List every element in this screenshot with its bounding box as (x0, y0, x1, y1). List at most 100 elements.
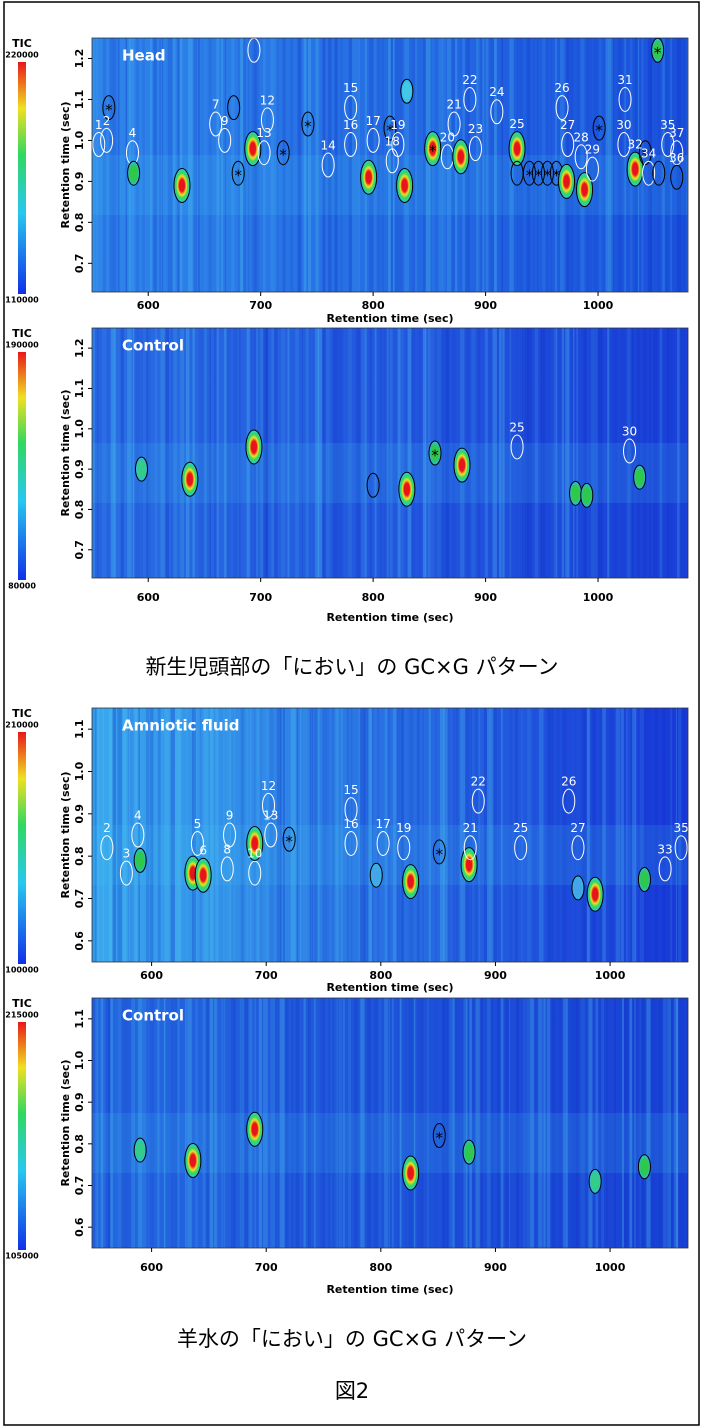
streak (326, 328, 330, 578)
streak (418, 328, 421, 578)
x-tick-label: 800 (369, 969, 392, 982)
y-tick-label: 1.2 (73, 49, 86, 69)
streak (208, 38, 212, 292)
streak (675, 708, 678, 962)
streak (586, 708, 590, 962)
streak (599, 708, 603, 962)
streak (649, 328, 651, 578)
plot-border (91, 707, 689, 963)
streak (558, 998, 562, 1248)
y-tick-label: 0.9 (73, 172, 86, 192)
streak (556, 708, 560, 962)
y-axis-title: Retention time (sec) (59, 1059, 72, 1186)
peak (637, 1154, 651, 1180)
peak (282, 826, 296, 852)
baseline-band (92, 825, 688, 885)
y-tick-label: 1.1 (73, 1009, 86, 1028)
streak (108, 998, 110, 1248)
peak (369, 862, 383, 888)
streak (340, 708, 343, 962)
streak (414, 998, 416, 1248)
peak-label: 13 (263, 809, 278, 823)
streak (256, 38, 260, 292)
streak (484, 328, 488, 578)
streak (141, 328, 143, 578)
peak (100, 835, 114, 861)
peak-label: 9 (226, 809, 234, 823)
streak (390, 38, 394, 292)
peak (447, 111, 461, 137)
streak (198, 328, 204, 578)
peak (618, 86, 632, 112)
peak-label: * (436, 1129, 444, 1147)
peak (227, 95, 241, 121)
streak (223, 328, 227, 578)
streak (157, 708, 161, 962)
streak (483, 708, 489, 962)
peak (561, 132, 575, 158)
peak (633, 464, 647, 490)
streak (677, 328, 681, 578)
streak (601, 998, 604, 1248)
streak (146, 328, 149, 578)
streak (154, 328, 158, 578)
streak (379, 328, 382, 578)
streak (170, 998, 175, 1248)
streak (589, 38, 592, 292)
streak (309, 708, 312, 962)
streak (447, 708, 451, 962)
streak (573, 328, 575, 578)
streak (99, 328, 102, 578)
streak (665, 38, 668, 292)
streak (364, 328, 367, 578)
streak (580, 38, 585, 292)
streak (149, 38, 152, 292)
streak (137, 998, 143, 1248)
peak-label: 32 (628, 138, 643, 152)
streak (377, 708, 380, 962)
peak-label: 2 (103, 114, 111, 128)
x-tick-label: 600 (140, 969, 163, 982)
streak (456, 708, 459, 962)
peak (658, 856, 672, 882)
streak (373, 998, 378, 1248)
streak (608, 38, 613, 292)
peak-label: 22 (462, 73, 477, 87)
streak (262, 998, 268, 1248)
streak (509, 38, 514, 292)
y-tick-label: 1.1 (73, 379, 86, 399)
streak (663, 998, 667, 1248)
streak (660, 38, 663, 292)
streak (225, 708, 230, 962)
streak (607, 328, 610, 578)
streak (408, 708, 414, 962)
peak (100, 127, 114, 153)
peak-label: * (654, 44, 662, 62)
streak (193, 38, 198, 292)
streak (598, 328, 603, 578)
peak (119, 860, 133, 886)
streak (353, 998, 358, 1248)
streak (102, 38, 107, 292)
streak (243, 38, 247, 292)
streak (581, 328, 587, 578)
streak (422, 998, 424, 1248)
streak (340, 38, 343, 292)
streak (425, 328, 428, 578)
peak-label: 20 (440, 130, 455, 144)
streak (270, 998, 276, 1248)
peak-label: 5 (194, 817, 202, 831)
colorbar-min: 105000 (5, 1252, 39, 1261)
peak-label: 11 (246, 24, 261, 38)
streak (177, 998, 180, 1248)
streak (226, 328, 231, 578)
streak (445, 328, 450, 578)
peak (366, 127, 380, 153)
streak (415, 38, 417, 292)
peak (586, 876, 604, 912)
y-tick-label: 1.0 (73, 419, 86, 439)
streak (224, 38, 226, 292)
streak (530, 998, 535, 1248)
peak (562, 788, 576, 814)
